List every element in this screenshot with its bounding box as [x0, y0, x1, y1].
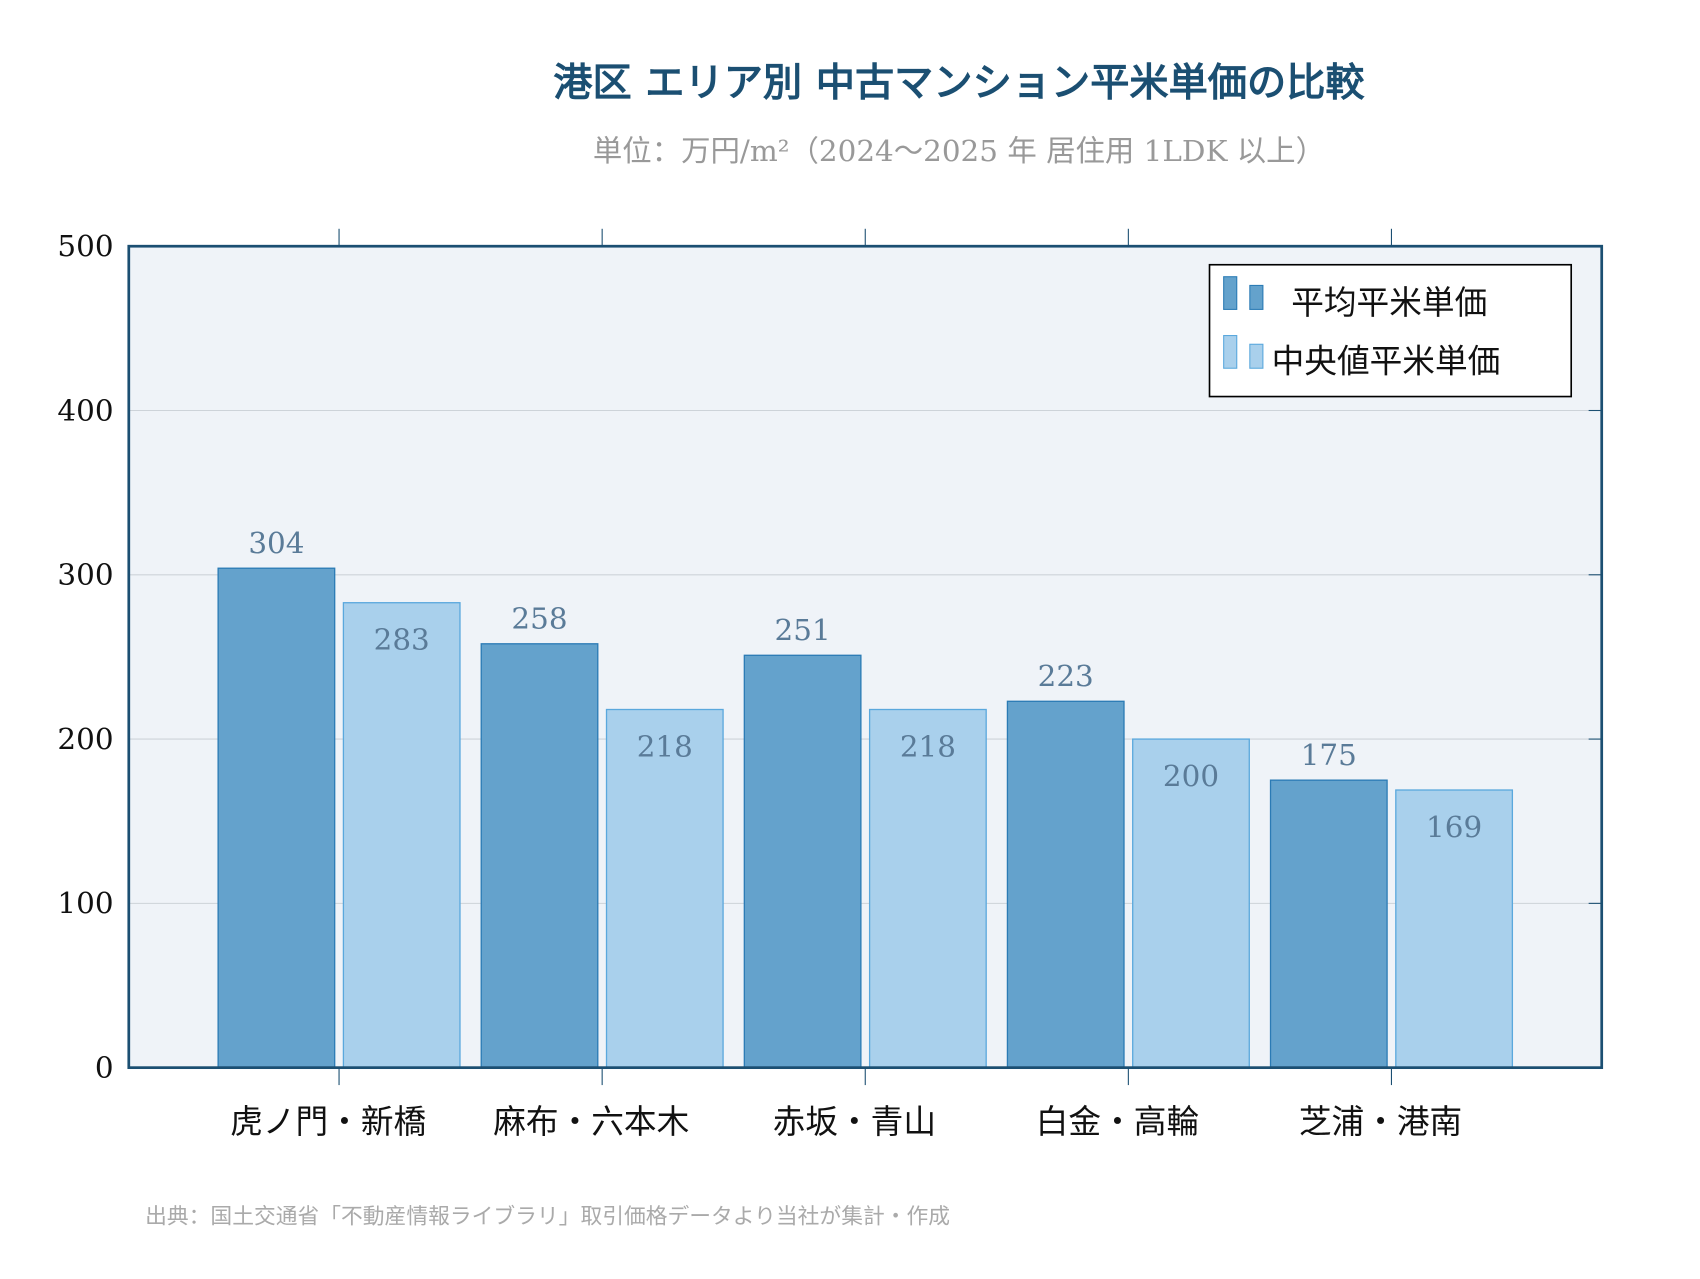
data-label-mean: 258	[511, 602, 567, 636]
legend-swatch-median	[1249, 343, 1264, 369]
y-tick-label: 0	[95, 1050, 114, 1084]
data-label-median: 283	[374, 623, 430, 657]
legend-swatch-mean	[1223, 276, 1238, 310]
chart-subtitle: 単位：万円/m²（2024〜2025 年 居住用 1LDK 以上）	[593, 134, 1325, 168]
bar-mean	[1269, 779, 1388, 1069]
data-label-mean: 304	[248, 526, 304, 560]
x-category-label: 虎ノ門・新橋	[230, 1103, 426, 1141]
bar-mean	[1006, 700, 1125, 1069]
bar-median	[342, 602, 461, 1069]
source-note: 出典：国土交通省「不動産情報ライブラリ」取引価格データより当社が集計・作成	[145, 1204, 950, 1229]
legend: 平均平米単価 中央値平米単価	[1208, 263, 1573, 398]
data-label-mean: 223	[1038, 659, 1094, 693]
y-tick-label: 300	[57, 558, 113, 592]
y-tick-label: 500	[57, 229, 113, 263]
bar-mean	[480, 643, 599, 1069]
data-label-median: 169	[1426, 810, 1482, 844]
bar-median	[868, 708, 987, 1069]
legend-label-mean: 平均平米単価	[1291, 284, 1487, 322]
data-label-median: 200	[1163, 759, 1219, 793]
x-category-label: 赤坂・青山	[773, 1103, 936, 1141]
data-label-mean: 175	[1301, 738, 1357, 772]
legend-swatch-median	[1223, 335, 1238, 369]
x-category-label: 芝浦・港南	[1299, 1103, 1462, 1141]
legend-swatch-mean	[1249, 284, 1264, 310]
data-label-median: 218	[637, 729, 693, 763]
x-category-label: 白金・高輪	[1036, 1103, 1199, 1141]
bar-mean	[743, 654, 862, 1069]
bar-median	[1132, 738, 1250, 1069]
chart-title: 港区 エリア別 中古マンション平米単価の比較	[553, 61, 1365, 106]
legend-box	[1208, 263, 1573, 398]
data-label-median: 218	[900, 729, 956, 763]
bar-mean	[217, 567, 336, 1069]
bar-median	[1395, 789, 1514, 1069]
y-tick-label: 200	[57, 722, 113, 756]
y-tick-label: 400	[57, 393, 113, 427]
legend-label-median: 中央値平米単価	[1272, 343, 1501, 381]
y-tick-label: 100	[57, 886, 113, 920]
data-label-mean: 251	[775, 613, 831, 647]
x-category-label: 麻布・六本木	[493, 1103, 689, 1141]
